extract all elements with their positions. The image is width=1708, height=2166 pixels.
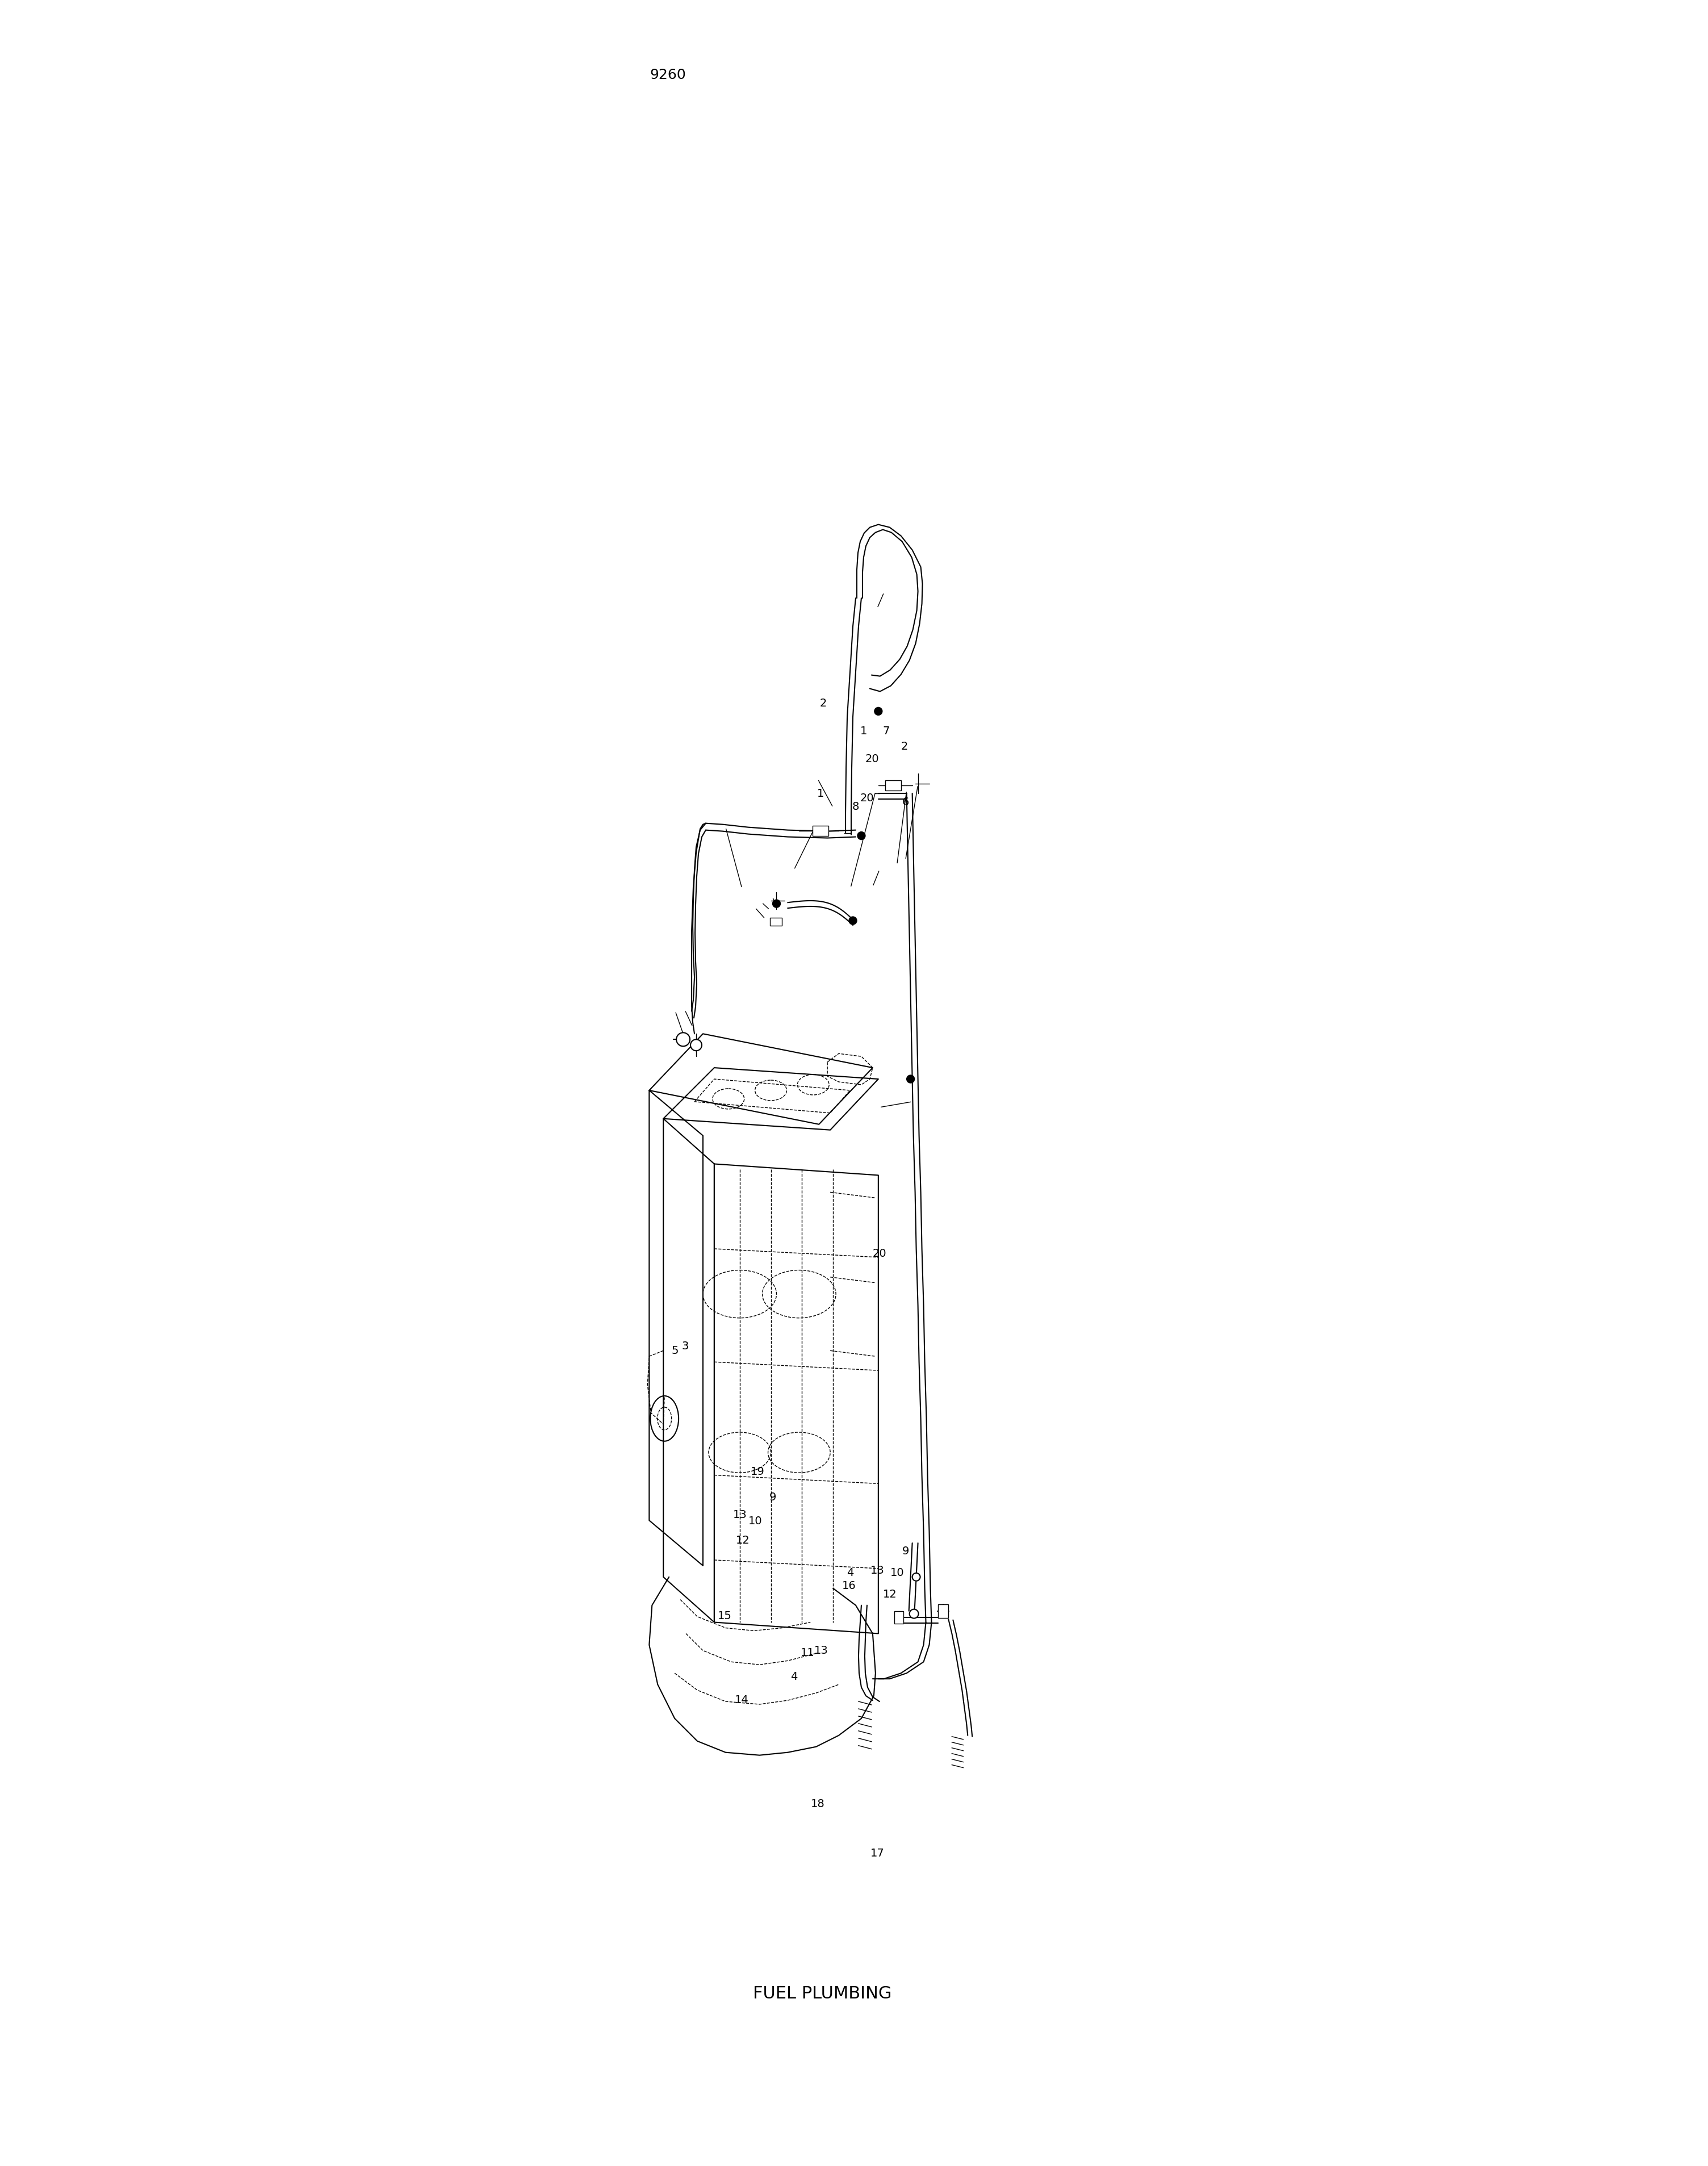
Text: 17: 17 [869, 1848, 885, 1858]
Circle shape [690, 1040, 702, 1051]
Circle shape [676, 1033, 690, 1046]
Text: 2: 2 [820, 697, 827, 708]
Text: 13: 13 [815, 1646, 828, 1657]
Circle shape [874, 708, 883, 715]
Text: 20: 20 [861, 793, 874, 804]
Circle shape [907, 1074, 914, 1083]
Text: 20: 20 [873, 1248, 886, 1258]
Text: 11: 11 [801, 1648, 815, 1659]
Text: 6: 6 [902, 797, 909, 808]
Text: 10: 10 [890, 1568, 904, 1579]
Circle shape [857, 832, 866, 840]
Text: 2: 2 [900, 741, 907, 752]
Bar [813, 825, 828, 836]
Text: 16: 16 [842, 1581, 856, 1592]
Text: 8: 8 [852, 801, 859, 812]
Text: 1: 1 [861, 726, 868, 736]
Text: 9: 9 [769, 1492, 777, 1503]
Text: 5: 5 [671, 1345, 678, 1356]
Text: 20: 20 [866, 754, 880, 765]
Text: FUEL PLUMBING: FUEL PLUMBING [753, 1986, 892, 2001]
Bar [938, 1605, 948, 1618]
Text: 15: 15 [717, 1612, 731, 1622]
Text: 9: 9 [902, 1547, 909, 1557]
Text: 12: 12 [736, 1536, 750, 1547]
Text: 4: 4 [791, 1672, 798, 1681]
Text: 1: 1 [816, 788, 825, 799]
Bar [770, 918, 782, 925]
Circle shape [772, 899, 781, 908]
Circle shape [849, 916, 857, 925]
Text: 7: 7 [883, 726, 890, 736]
Text: 18: 18 [811, 1798, 825, 1809]
Text: 13: 13 [869, 1566, 885, 1577]
Text: 4: 4 [847, 1568, 854, 1579]
Text: 14: 14 [734, 1694, 748, 1705]
Circle shape [912, 1573, 921, 1581]
Text: 9260: 9260 [649, 69, 687, 82]
Text: 12: 12 [883, 1590, 897, 1601]
Text: 3: 3 [681, 1341, 688, 1352]
Bar [895, 1612, 904, 1622]
Bar [885, 780, 900, 791]
Text: 13: 13 [733, 1510, 746, 1521]
Circle shape [909, 1609, 919, 1618]
Text: 10: 10 [748, 1516, 762, 1527]
Text: 19: 19 [750, 1466, 765, 1477]
